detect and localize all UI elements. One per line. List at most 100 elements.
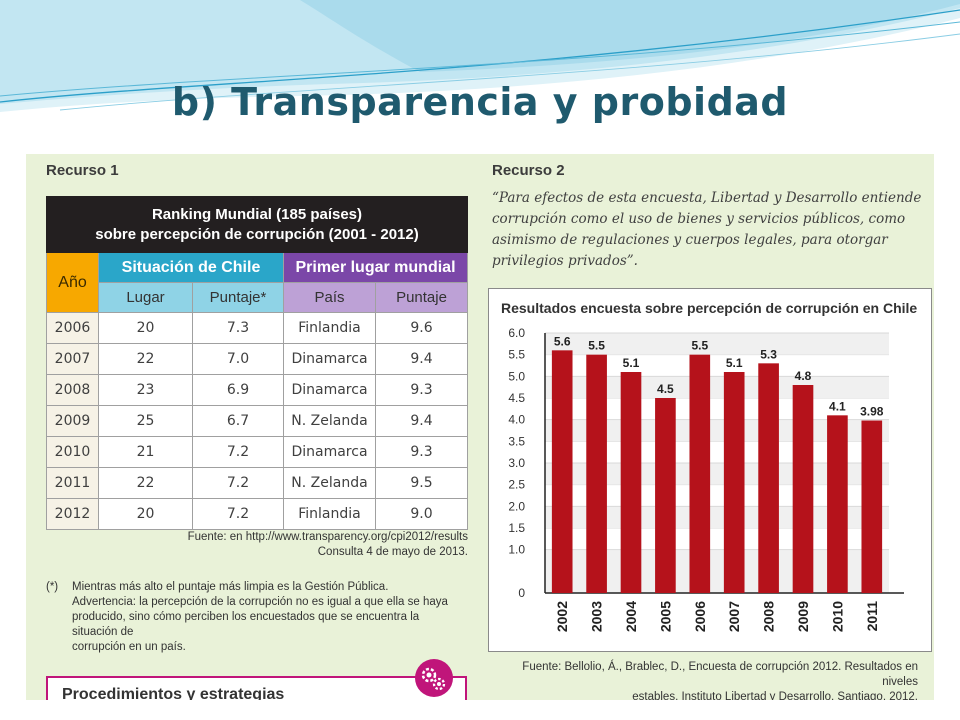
x-tick-label-2009: 2009 bbox=[795, 601, 811, 632]
y-tick-label: 2.5 bbox=[508, 478, 525, 492]
bar-2011 bbox=[861, 420, 883, 593]
cell-puntaje: 7.2 bbox=[192, 498, 284, 530]
content-panel: Recurso 1 Ranking Mundial (185 países) s… bbox=[26, 154, 934, 700]
value-label-2010: 4.1 bbox=[829, 399, 846, 413]
column-header-lugar: Lugar bbox=[98, 282, 193, 313]
table-header-line-2: sobre percepción de corrupción (2001 - 2… bbox=[95, 225, 419, 243]
value-label-2006: 5.5 bbox=[691, 339, 708, 353]
cell-puntaje: 6.9 bbox=[192, 374, 284, 406]
chart-value-labels: 5.6 5.5 5.1 4.5 5.5 5.1 5.3 4.8 4.1 3.98 bbox=[554, 334, 884, 418]
cell-pais: Dinamarca bbox=[283, 343, 376, 375]
resource-2-quote: “Para efectos de esta encuesta, Libertad… bbox=[492, 188, 928, 272]
cell-puntaje: 7.3 bbox=[192, 312, 284, 344]
bar-2010 bbox=[827, 415, 848, 593]
y-tick-label: 3.0 bbox=[508, 456, 525, 470]
bar-2006 bbox=[689, 354, 711, 593]
y-tick-label: 3.5 bbox=[508, 434, 525, 448]
table-row: 2009 25 6.7 N. Zelanda 9.4 bbox=[46, 405, 468, 437]
y-tick-label: 4.0 bbox=[508, 413, 525, 427]
cell-puntaje: 7.0 bbox=[192, 343, 284, 375]
footnote-line-2: Advertencia: la percepción de la corrupc… bbox=[72, 596, 448, 608]
value-label-2005: 4.5 bbox=[657, 382, 674, 396]
procedures-box: Procedimientos y estrategias bbox=[46, 676, 467, 700]
y-tick-label: 5.5 bbox=[508, 348, 525, 362]
cell-lugar: 23 bbox=[98, 374, 193, 406]
cell-pais: Finlandia bbox=[283, 498, 376, 530]
cell-pais: Finlandia bbox=[283, 312, 376, 344]
y-tick-label: 1.5 bbox=[508, 521, 525, 535]
x-tick-label-2006: 2006 bbox=[692, 601, 708, 632]
column-header-puntaje: Puntaje* bbox=[192, 282, 284, 313]
cell-puntaje: 6.7 bbox=[192, 405, 284, 437]
cell-puntaje-top: 9.0 bbox=[375, 498, 468, 530]
value-label-2004: 5.1 bbox=[623, 356, 640, 370]
table-row: 2007 22 7.0 Dinamarca 9.4 bbox=[46, 343, 468, 375]
table-row: 2012 20 7.2 Finlandia 9.0 bbox=[46, 498, 468, 530]
x-tick-label-2004: 2004 bbox=[623, 601, 639, 632]
cell-year: 2010 bbox=[46, 436, 99, 468]
cell-year: 2012 bbox=[46, 498, 99, 530]
table-row: 2010 21 7.2 Dinamarca 9.3 bbox=[46, 436, 468, 468]
cell-puntaje-top: 9.3 bbox=[375, 436, 468, 468]
x-tick-label-2011: 2011 bbox=[864, 601, 880, 632]
y-tick-label: 5.0 bbox=[508, 369, 525, 383]
cell-year: 2009 bbox=[46, 405, 99, 437]
table-header-line-1: Ranking Mundial (185 países) bbox=[151, 205, 363, 223]
x-tick-label-2010: 2010 bbox=[829, 601, 845, 632]
gears-icon bbox=[415, 659, 453, 697]
footnote-line-1: Mientras más alto el puntaje más limpia … bbox=[72, 581, 389, 593]
footnote-line-3: producido, sino cómo perciben los encues… bbox=[72, 611, 420, 638]
cell-puntaje: 7.2 bbox=[192, 436, 284, 468]
cell-puntaje: 7.2 bbox=[192, 467, 284, 499]
table-main-header: Ranking Mundial (185 países) sobre perce… bbox=[46, 196, 468, 253]
cell-puntaje-top: 9.4 bbox=[375, 405, 468, 437]
bar-2009 bbox=[792, 385, 814, 593]
group-header-chile: Situación de Chile bbox=[98, 252, 284, 283]
cell-year: 2008 bbox=[46, 374, 99, 406]
cell-year: 2007 bbox=[46, 343, 99, 375]
resource-2-source: Fuente: Bellolio, Á., Brablec, D., Encue… bbox=[488, 660, 918, 700]
value-label-2008: 5.3 bbox=[760, 347, 777, 361]
bar-2003 bbox=[586, 354, 607, 593]
cell-pais: Dinamarca bbox=[283, 374, 376, 406]
resource-2-title: Recurso 2 bbox=[492, 162, 565, 179]
cell-lugar: 22 bbox=[98, 343, 193, 375]
table-row: 2008 23 6.9 Dinamarca 9.3 bbox=[46, 374, 468, 406]
footnote-block: (*) Mientras más alto el puntaje más lim… bbox=[46, 580, 466, 655]
value-label-2003: 5.5 bbox=[588, 339, 605, 353]
chart-canvas: Resultados encuesta sobre percepción de … bbox=[501, 300, 917, 632]
y-tick-label: 6.0 bbox=[508, 326, 525, 340]
bar-2007 bbox=[723, 372, 745, 593]
column-header-year: Año bbox=[46, 252, 99, 313]
bar-2002 bbox=[551, 350, 573, 593]
chart-title: Resultados encuesta sobre percepción de … bbox=[501, 300, 917, 316]
column-header-puntaje-top: Puntaje bbox=[375, 282, 468, 313]
source-1-line-1: Fuente: en http://www.transparency.org/c… bbox=[187, 531, 468, 543]
quote-line-3: asimismo de regulaciones y cuerpos legal… bbox=[492, 232, 888, 248]
ranking-table: Ranking Mundial (185 países) sobre perce… bbox=[46, 196, 468, 530]
quote-line-1: “Para efectos de esta encuesta, Libertad… bbox=[492, 190, 922, 206]
cell-lugar: 20 bbox=[98, 312, 193, 344]
resource-1-title: Recurso 1 bbox=[46, 162, 119, 179]
bar-2005 bbox=[655, 398, 676, 593]
corruption-bar-chart: Resultados encuesta sobre percepción de … bbox=[488, 288, 932, 652]
x-tick-label-2002: 2002 bbox=[554, 601, 570, 632]
cell-year: 2006 bbox=[46, 312, 99, 344]
slide-title: b) Transparencia y probidad bbox=[171, 80, 789, 124]
bar-2008 bbox=[758, 363, 779, 593]
group-header-world: Primer lugar mundial bbox=[283, 252, 468, 283]
cell-lugar: 22 bbox=[98, 467, 193, 499]
y-tick-label: 4.5 bbox=[508, 391, 525, 405]
cell-puntaje-top: 9.4 bbox=[375, 343, 468, 375]
quote-line-2: corrupción como el uso de bienes y servi… bbox=[492, 211, 906, 227]
column-header-pais: País bbox=[283, 282, 376, 313]
cell-puntaje-top: 9.6 bbox=[375, 312, 468, 344]
x-axis-ticks: 2002 2003 2004 2005 2006 2007 2008 2009 2010 2011 bbox=[554, 601, 880, 632]
y-tick-label: 0 bbox=[518, 586, 525, 600]
cell-pais: N. Zelanda bbox=[283, 467, 376, 499]
procedures-title: Procedimientos y estrategias bbox=[62, 686, 285, 700]
cell-puntaje-top: 9.3 bbox=[375, 374, 468, 406]
y-tick-label: 1.0 bbox=[508, 543, 525, 557]
cell-lugar: 21 bbox=[98, 436, 193, 468]
value-label-2002: 5.6 bbox=[554, 334, 571, 348]
